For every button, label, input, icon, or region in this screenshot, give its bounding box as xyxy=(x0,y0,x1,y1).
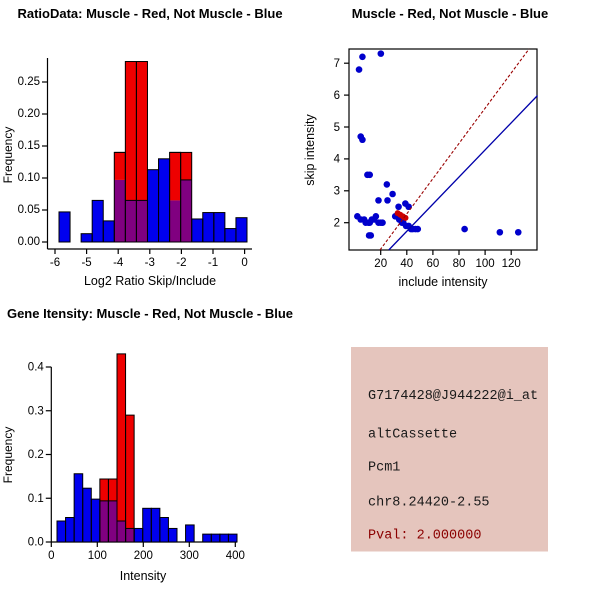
svg-text:0.25: 0.25 xyxy=(18,76,40,88)
svg-text:0.1: 0.1 xyxy=(28,493,44,505)
svg-text:Pcm1: Pcm1 xyxy=(368,461,400,476)
svg-text:0.05: 0.05 xyxy=(18,204,40,216)
svg-text:40: 40 xyxy=(400,258,413,270)
svg-text:3: 3 xyxy=(334,186,340,198)
svg-text:-5: -5 xyxy=(81,257,91,269)
svg-text:4: 4 xyxy=(334,154,341,166)
svg-text:300: 300 xyxy=(180,550,199,562)
svg-text:200: 200 xyxy=(134,550,153,562)
svg-text:-2: -2 xyxy=(176,257,186,269)
svg-text:0.3: 0.3 xyxy=(28,405,44,417)
svg-text:120: 120 xyxy=(502,258,521,270)
svg-text:include intensity: include intensity xyxy=(399,275,489,289)
svg-text:60: 60 xyxy=(427,258,440,270)
svg-text:chr8.24420-2.55: chr8.24420-2.55 xyxy=(368,495,490,510)
svg-text:0: 0 xyxy=(241,257,247,269)
svg-text:6: 6 xyxy=(334,90,340,102)
svg-text:Pval: 2.000000: Pval: 2.000000 xyxy=(368,528,481,543)
svg-text:0.0: 0.0 xyxy=(28,537,44,549)
svg-text:G7174428@J944222@i_at: G7174428@J944222@i_at xyxy=(368,389,538,404)
svg-text:5: 5 xyxy=(334,122,340,134)
svg-text:0.15: 0.15 xyxy=(18,140,40,152)
svg-text:0.20: 0.20 xyxy=(18,108,40,120)
svg-text:100: 100 xyxy=(88,550,107,562)
svg-text:skip intensity: skip intensity xyxy=(303,113,317,185)
svg-text:0.4: 0.4 xyxy=(28,362,45,374)
svg-text:Frequency: Frequency xyxy=(1,427,15,484)
svg-text:80: 80 xyxy=(453,258,466,270)
svg-text:-4: -4 xyxy=(113,257,124,269)
svg-text:Log2 Ratio Skip/Include: Log2 Ratio Skip/Include xyxy=(84,274,216,288)
svg-text:Intensity: Intensity xyxy=(120,569,167,583)
svg-text:-1: -1 xyxy=(208,257,218,269)
svg-text:0.10: 0.10 xyxy=(18,172,40,184)
svg-text:altCassette: altCassette xyxy=(368,428,457,443)
svg-text:20: 20 xyxy=(374,258,387,270)
svg-text:-6: -6 xyxy=(50,257,60,269)
svg-text:-3: -3 xyxy=(145,257,155,269)
svg-text:100: 100 xyxy=(476,258,495,270)
svg-text:0.00: 0.00 xyxy=(18,236,40,248)
svg-text:0: 0 xyxy=(48,550,54,562)
svg-text:2: 2 xyxy=(334,218,340,230)
svg-text:Frequency: Frequency xyxy=(1,127,15,184)
svg-text:0.2: 0.2 xyxy=(28,449,44,461)
svg-text:400: 400 xyxy=(226,550,245,562)
svg-text:7: 7 xyxy=(334,58,340,70)
